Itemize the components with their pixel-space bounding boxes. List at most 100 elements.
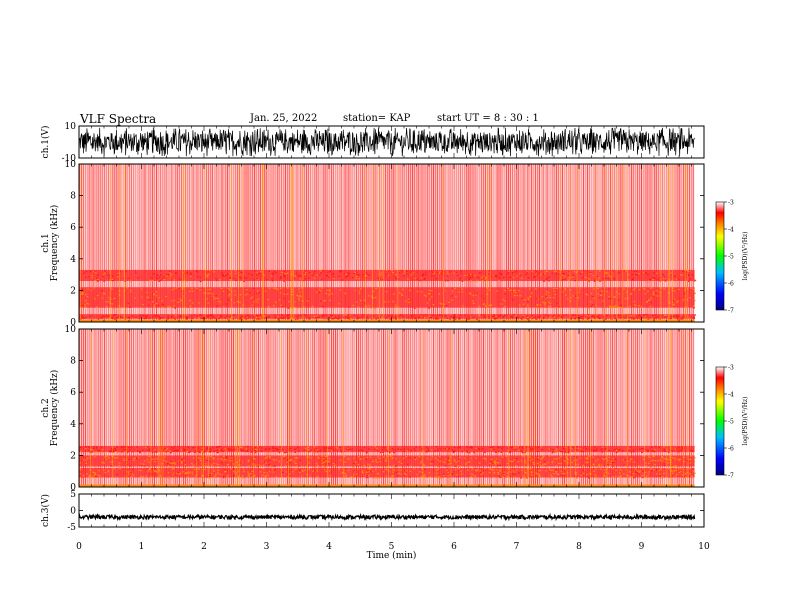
- ch1-spectrogram-band-speck: [581, 318, 584, 320]
- ch2-spectrogram-band-speck: [680, 471, 682, 473]
- ch2-spectrogram-band-speck: [601, 451, 604, 453]
- ch1-spectrogram-column: [627, 164, 629, 321]
- ch2-spectrogram-band-speck: [451, 473, 454, 475]
- ch1-spectrogram-band-speck: [605, 272, 608, 274]
- ch1-spectrogram-band-speck: [568, 277, 571, 279]
- ch1-spectrogram-band-speck: [476, 280, 478, 282]
- ch1-spectrogram-band-speck: [587, 317, 590, 319]
- ch2-spectrogram-band-speck: [178, 445, 180, 448]
- ch1-spectrogram-band-speck: [151, 301, 154, 303]
- ch2-spectrogram-band-speck: [692, 450, 694, 452]
- ch2-spectrogram-band-speck: [660, 469, 663, 471]
- ch1-spectrogram-band-speck: [664, 280, 667, 282]
- ch1-spectrogram-column: [225, 164, 227, 321]
- ch1-spectrogram-band-speck: [647, 317, 649, 320]
- ch1-spectrogram-band-speck: [282, 316, 285, 318]
- ch2-spectrogram-column: [86, 329, 88, 486]
- ch2-spectrogram-band-speck: [115, 446, 118, 448]
- ch1-spectrogram-band-speck: [694, 292, 696, 294]
- ch1-spectrogram-band-speck: [251, 304, 254, 306]
- ch1-spectrogram-column: [146, 164, 148, 321]
- ch2-spectrogram-band-speck: [180, 449, 182, 451]
- ch2-spectrogram-band-speck: [225, 459, 228, 461]
- ch1-spectrogram-band-speck: [265, 278, 268, 281]
- ch1-spectrogram-band-speck: [159, 316, 162, 319]
- ch2-spectrogram-band-speck: [475, 447, 477, 449]
- ch1-spectrogram-column: [608, 164, 610, 321]
- ch2-spectrogram-band-speck: [321, 462, 324, 464]
- ch1-spectrogram-band-speck: [94, 271, 96, 273]
- ch1-spectrogram-band-speck: [465, 317, 468, 319]
- ch1-spectrogram-band-speck: [336, 317, 339, 320]
- y-tick-label: 8: [70, 192, 76, 202]
- ch2-spectrogram-band-speck: [566, 459, 569, 461]
- ch1-spectrogram-band-speck: [514, 292, 517, 294]
- ch1-spectrogram-band-speck: [283, 275, 286, 277]
- ch1-spectrogram-band-speck: [299, 294, 301, 297]
- ch1-spectrogram-band-speck: [195, 270, 198, 272]
- ch2-spectrogram-band-speck: [91, 476, 94, 478]
- ch1-spectrogram-band-speck: [554, 317, 557, 319]
- ch1-spectrogram-band-speck: [469, 277, 472, 279]
- ch1-spectrogram-band-speck: [652, 315, 654, 317]
- ch1-spectrogram-band-speck: [572, 314, 575, 316]
- ch2-spectrogram-band-speck: [176, 450, 178, 452]
- ch1-spectrogram-column: [681, 164, 683, 321]
- ch2-spectrogram-band-speck: [189, 451, 191, 453]
- ch1-spectrogram-band-speck: [222, 274, 224, 276]
- ch1-spectrogram-band-speck: [147, 304, 150, 306]
- ch2-spectrogram-band-speck: [470, 473, 473, 475]
- ch1-spectrogram-band-speck: [325, 314, 328, 316]
- ch1-spectrogram-band-speck: [691, 274, 694, 276]
- ch1-spectrogram-band-speck: [365, 272, 368, 274]
- ch1-spectrogram-band-speck: [496, 290, 498, 292]
- ch2-spectrogram-column: [625, 329, 627, 486]
- ch2-spectrogram-band-speck: [604, 447, 607, 449]
- ch1-spectrogram-band-speck: [308, 318, 311, 320]
- ch1-spectrogram-band-speck: [384, 301, 386, 303]
- ch1-spectrogram-band-speck: [343, 273, 346, 275]
- ch1-spectrogram-band-speck: [316, 274, 318, 276]
- ch2-spectrogram-band-speck: [665, 447, 668, 449]
- ch1-spectrogram-band-speck: [111, 288, 113, 290]
- ch1-spectrogram-band-speck: [633, 318, 636, 320]
- ch1-spectrogram-band-speck: [513, 314, 515, 316]
- ch2-spectrogram-column: [288, 329, 290, 486]
- ch2-spectrogram-column: [646, 329, 648, 486]
- ch1-spectrogram-band-speck: [405, 300, 407, 302]
- ch2-spectrogram-band-speck: [410, 449, 412, 451]
- ch2-spectrogram-band-speck: [656, 469, 658, 471]
- ch1-spectrogram-band-speck: [361, 316, 363, 318]
- ch1-spectrogram-band-speck: [402, 288, 404, 291]
- ch2-spectrogram-band-speck: [322, 459, 325, 461]
- ch1-spectrogram-band-speck: [540, 273, 542, 275]
- ch2-spectrogram-band-speck: [146, 446, 149, 448]
- ch1-spectrogram-column: [129, 164, 131, 321]
- ch2-spectrogram-column: [611, 329, 614, 486]
- ch2-spectrogram-band-speck: [81, 477, 84, 479]
- ch2-spectrogram-band-speck: [265, 448, 267, 450]
- ch2-spectrogram-band-speck: [88, 446, 91, 449]
- ch2-spectrogram-band-speck: [524, 462, 527, 464]
- ch1-spectrogram-band-speck: [617, 306, 620, 308]
- ch1-spectrogram-band-speck: [294, 275, 297, 277]
- ch1-spectrogram-column: [538, 164, 540, 321]
- ch1-spectrogram-column: [340, 164, 342, 321]
- ch1-spectrogram-band-speck: [638, 317, 641, 319]
- ch1-spectrogram-band-speck: [553, 290, 555, 292]
- ch2-spectrogram-band-speck: [566, 472, 569, 474]
- ch1-spectrogram-band-speck: [283, 270, 285, 273]
- ch1-spectrogram-band-speck: [236, 301, 239, 303]
- ch1-spectrogram-band-speck: [198, 302, 200, 304]
- ch1-spectrogram-column: [536, 164, 539, 321]
- ch2-spectrogram-column: [173, 329, 175, 486]
- ch2-spectrogram-band-speck: [295, 468, 297, 470]
- ch2-spectrogram-band-speck: [346, 447, 349, 449]
- ch1-spectrogram-band-speck: [339, 271, 342, 273]
- ch1-spectrogram-band-speck: [81, 293, 83, 295]
- ch2-spectrogram-band-speck: [454, 465, 457, 467]
- ch1-spectrogram-column: [383, 164, 385, 321]
- ch2-spectrogram-band-speck: [223, 476, 225, 479]
- ch2-spectrogram-band-speck: [216, 450, 218, 452]
- ch2-spectrogram-column: [434, 329, 437, 486]
